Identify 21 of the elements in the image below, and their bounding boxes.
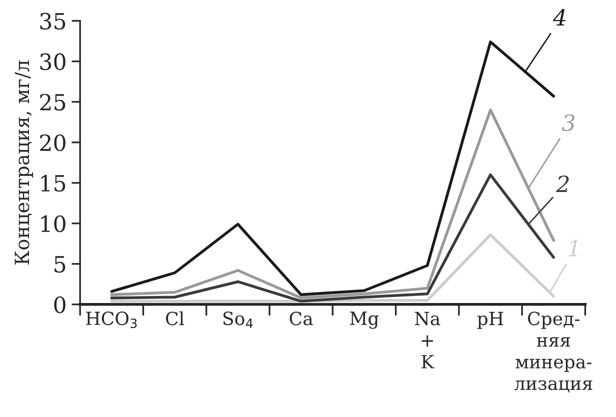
x-tick-label: So$_{4}$ xyxy=(223,312,253,328)
x-tick-label: Cl xyxy=(166,311,184,326)
y-tick-label: 15 xyxy=(41,174,66,192)
y-tick-label: 30 xyxy=(40,53,66,70)
text: 3 xyxy=(562,114,574,132)
x-tick-label: pH xyxy=(477,312,504,329)
x-tick-label: HCO$_{3}$ xyxy=(86,312,137,328)
series-label: 2 xyxy=(556,175,569,192)
x-tick-label: Na + K xyxy=(414,312,440,368)
y-tick-label: 0 xyxy=(54,296,66,314)
y-tick-label: 25 xyxy=(40,94,66,111)
y-tick-label: 20 xyxy=(40,134,66,152)
x-tick-label: Ca xyxy=(290,312,313,326)
y-tick-label: 10 xyxy=(41,215,66,232)
x-tick-label: Mg xyxy=(350,312,379,329)
y-tick-label: 5 xyxy=(54,256,66,273)
x-tick-label: Сред- няя минера- лизация xyxy=(514,312,592,392)
y-tick-label: 35 xyxy=(40,12,66,30)
line-series xyxy=(110,173,556,303)
y-axis-title: Концентрация, мг/л xyxy=(14,60,34,264)
text: 4 xyxy=(552,8,566,26)
